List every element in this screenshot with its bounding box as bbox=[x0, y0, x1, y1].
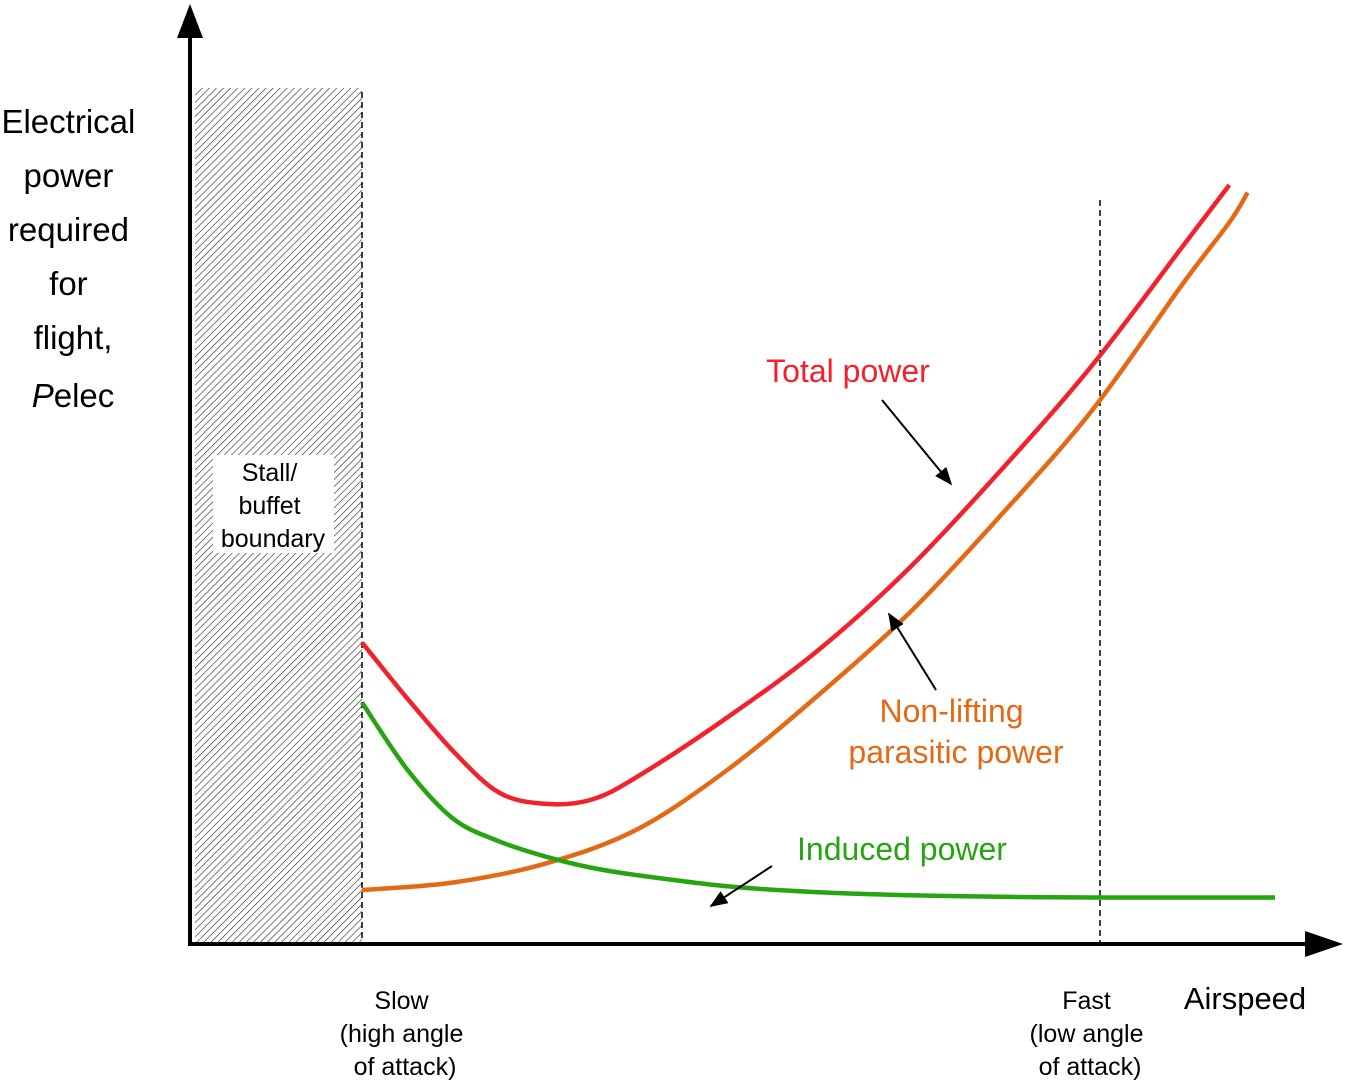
parasitic-power-label-line-1: Non-lifting bbox=[880, 693, 1024, 729]
x-axis-label: Airspeed bbox=[1184, 981, 1306, 1016]
y-axis-label-line-1: Electrical bbox=[1, 103, 135, 140]
curves-group bbox=[360, 183, 1275, 900]
parasitic-power-pointer-arrow bbox=[888, 612, 937, 691]
parasitic-power-label-line-2: parasitic power bbox=[848, 734, 1064, 770]
parasitic-power-label: Non-lifting parasitic power bbox=[848, 693, 1064, 770]
y-axis-symbol-sub: elec bbox=[54, 377, 115, 414]
slow-note-line-1: Slow bbox=[374, 987, 429, 1015]
stall-label-line-2: buffet bbox=[238, 492, 300, 520]
total-power-pointer-arrow bbox=[881, 399, 953, 486]
y-axis-symbol: Pelec bbox=[32, 377, 115, 414]
stall-label-box bbox=[213, 455, 334, 553]
slow-note: Slow (high angle of attack) bbox=[340, 987, 471, 1081]
induced-power-pointer-arrow bbox=[709, 865, 773, 907]
y-axis-label-line-3: required bbox=[8, 211, 129, 248]
y-axis-symbol-p: P bbox=[32, 377, 54, 414]
y-axis-label: Electrical power required for flight, bbox=[1, 103, 144, 356]
x-axis-arrowhead bbox=[1305, 931, 1343, 957]
y-axis-label-line-4: for bbox=[49, 265, 88, 302]
slow-note-line-3: of attack) bbox=[354, 1053, 457, 1081]
y-axis-label-line-2: power bbox=[23, 157, 113, 194]
y-axis-arrowhead bbox=[177, 4, 203, 38]
stall-label-line-3: boundary bbox=[221, 525, 326, 553]
slow-note-line-2: (high angle bbox=[340, 1020, 464, 1048]
parasitic-power-curve bbox=[361, 191, 1250, 893]
y-axis-label-line-5: flight, bbox=[34, 319, 113, 356]
induced-power-curve bbox=[360, 701, 1275, 900]
fast-note-line-2: (low angle bbox=[1030, 1020, 1144, 1048]
fast-note: Fast (low angle of attack) bbox=[1030, 987, 1151, 1081]
fast-note-line-3: of attack) bbox=[1039, 1053, 1142, 1081]
stall-label-line-1: Stall/ bbox=[242, 459, 298, 487]
total-power-label: Total power bbox=[766, 353, 930, 389]
induced-power-label: Induced power bbox=[797, 831, 1007, 867]
fast-note-line-1: Fast bbox=[1062, 987, 1111, 1015]
total-power-curve bbox=[360, 183, 1232, 807]
svg-text:Stall/ buffet boundary: Stall/ buffet boundary bbox=[221, 459, 326, 553]
